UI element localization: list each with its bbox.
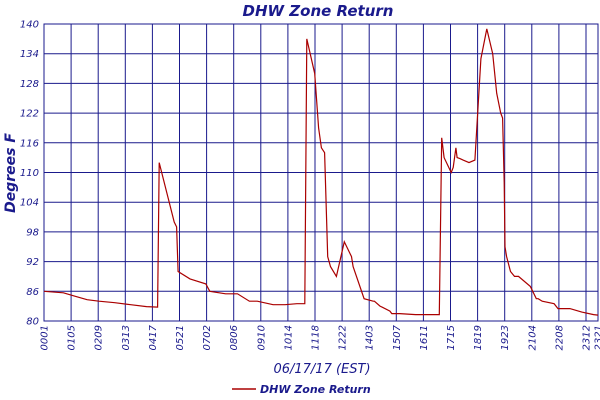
x-tick-label: 1715 [446, 325, 457, 350]
x-tick-label: 0702 [202, 325, 213, 350]
x-tick-label: 1014 [283, 325, 294, 350]
x-axis-ticks: 0001 0105 0209 0313 0417 0521 0702 0806 0910 1014… [40, 324, 600, 350]
x-tick-label: 1819 [473, 325, 484, 350]
y-tick-label: 128 [20, 79, 39, 90]
y-tick-label: 122 [20, 109, 39, 120]
y-tick-label: 80 [26, 317, 39, 328]
y-tick-label: 104 [20, 198, 39, 209]
x-tick-label: 0910 [256, 325, 267, 350]
x-tick-label: 2104 [527, 325, 538, 350]
x-tick-label: 0313 [121, 325, 132, 350]
y-tick-label: 116 [20, 138, 39, 149]
y-tick-label: 92 [26, 257, 39, 268]
legend-label: DHW Zone Return [260, 383, 371, 396]
x-tick-label: 0105 [67, 325, 78, 350]
x-tick-label: 2321 [594, 325, 600, 350]
x-tick-label: 1507 [392, 324, 403, 350]
x-tick-label: 1222 [338, 325, 349, 350]
y-tick-label: 110 [20, 168, 39, 179]
series-line-dhw-zone-return [43, 28, 599, 316]
x-tick-label: 2208 [554, 325, 565, 350]
y-tick-label: 98 [26, 227, 39, 238]
chart-title: DHW Zone Return [243, 2, 394, 20]
x-tick-label: 0806 [229, 325, 240, 350]
x-tick-label: 0521 [175, 325, 186, 350]
x-tick-label: 2312 [582, 325, 593, 350]
x-tick-label: 0417 [148, 324, 159, 350]
y-tick-label: 140 [20, 20, 39, 31]
plot-area [43, 23, 599, 322]
y-tick-label: 134 [20, 49, 39, 60]
x-axis-label: 06/17/17 (EST) [273, 362, 370, 377]
x-tick-label: 0001 [40, 325, 51, 350]
y-axis-label: Degrees F [3, 133, 19, 213]
x-tick-label: 1611 [419, 325, 430, 350]
y-tick-label: 86 [26, 287, 39, 298]
x-tick-label: 0209 [94, 325, 105, 350]
x-tick-label: 1403 [365, 325, 376, 350]
x-tick-label: 1118 [311, 325, 322, 350]
legend: DHW Zone Return [232, 383, 371, 396]
x-tick-label: 1923 [500, 325, 511, 350]
y-axis-ticks: 80 86 92 98 104 110 116 122 128 134 140 [20, 20, 39, 328]
